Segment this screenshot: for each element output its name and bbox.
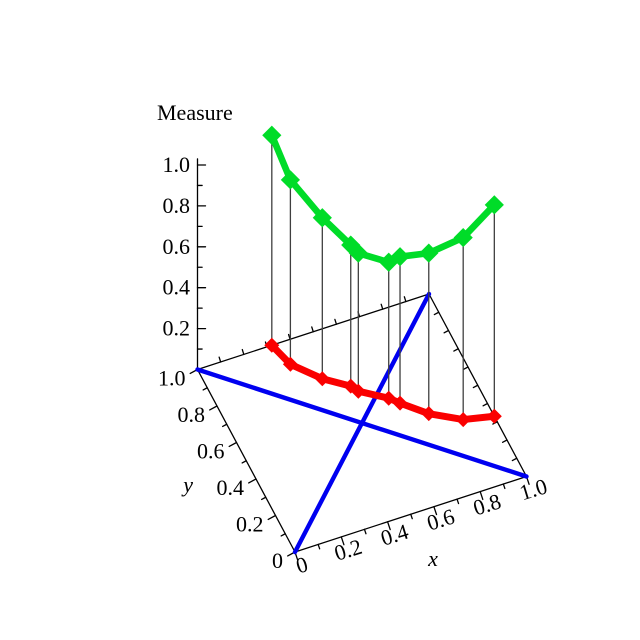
measure-curve-marker <box>379 252 399 272</box>
right-edge-tick <box>462 366 469 370</box>
y-axis-major-tick <box>209 405 218 411</box>
right-edge-tick <box>433 311 440 316</box>
y-axis-minor-tick <box>202 387 208 391</box>
y-axis-major-tick <box>267 514 277 521</box>
z-axis-title: Measure <box>157 100 233 125</box>
right-edge-tick <box>453 348 459 352</box>
floor-path-line <box>268 341 498 424</box>
right-edge-tick <box>482 402 489 407</box>
right-edge-tick <box>443 329 450 334</box>
back-edge-tick <box>334 318 338 325</box>
y-axis-minor-tick <box>221 423 228 428</box>
floor-path-marker <box>486 408 502 424</box>
y-axis-tick-label: 1.0 <box>158 366 186 391</box>
z-axis-tick-label: 0.2 <box>163 316 191 341</box>
back-edge-tick <box>241 348 245 356</box>
y-axis-major-tick <box>248 478 257 484</box>
y-axis-minor-tick <box>260 496 267 501</box>
x-axis-major-tick <box>479 490 484 501</box>
floor-path-marker <box>314 371 330 387</box>
z-axis-tick-label: 0.8 <box>163 193 191 218</box>
measure-curve-marker <box>312 208 332 228</box>
y-axis-major-tick <box>228 441 238 448</box>
z-axis-tick-label: 1.0 <box>163 152 191 177</box>
x-axis-minor-tick <box>363 528 367 535</box>
z-axis-tick-label: 0.6 <box>163 234 191 259</box>
right-edge-tick <box>511 457 518 462</box>
floor-path-marker <box>392 395 408 411</box>
back-edge-tick <box>218 356 222 363</box>
measure-curve-marker <box>484 195 504 215</box>
back-edge-tick <box>403 296 407 303</box>
y-axis-tick-label: 0.6 <box>197 439 225 464</box>
floor-path-marker <box>264 337 280 353</box>
y-axis-title: y <box>181 472 193 497</box>
right-edge-tick <box>501 439 508 443</box>
floor-path-marker <box>282 356 298 372</box>
measure-curve-marker <box>390 247 410 267</box>
back-edge-tick <box>311 326 314 333</box>
y-axis-minor-tick <box>280 533 286 537</box>
x-axis-title: x <box>427 546 438 571</box>
x-axis-minor-tick <box>410 513 413 520</box>
measure-curve-marker <box>341 235 361 255</box>
back-edge-tick <box>380 303 384 310</box>
z-axis-tick-label: 0.4 <box>163 275 191 300</box>
y-axis-tick-label: 0.4 <box>217 475 245 500</box>
measure-curve-marker <box>419 243 439 263</box>
y-axis-tick-label: 0.2 <box>236 512 264 537</box>
measure-curve-marker <box>280 170 300 190</box>
x-axis-major-tick <box>340 536 345 546</box>
y-axis-tick-label: 0 <box>272 548 283 573</box>
y-axis-tick-label: 0.8 <box>178 402 206 427</box>
y-axis-minor-tick <box>241 460 247 464</box>
floor-path-marker <box>350 383 366 399</box>
measure-curve-marker <box>348 243 368 263</box>
floor-path-marker <box>455 412 471 428</box>
x-axis-minor-tick <box>317 543 321 550</box>
x-axis-major-tick <box>433 506 438 516</box>
measure-curve-marker <box>453 227 473 248</box>
measure-curve-line <box>268 131 498 266</box>
x-axis-major-tick <box>386 521 391 531</box>
floor-path-marker <box>381 390 397 406</box>
x-axis-minor-tick <box>456 498 460 505</box>
measure-curve-marker <box>262 125 282 145</box>
right-edge-tick <box>472 384 479 389</box>
x-axis-minor-tick <box>502 483 506 490</box>
floor-diagonal-anti <box>195 367 529 479</box>
floor-path-marker <box>421 406 437 422</box>
x-axis-tick-label: 0 <box>293 551 311 578</box>
